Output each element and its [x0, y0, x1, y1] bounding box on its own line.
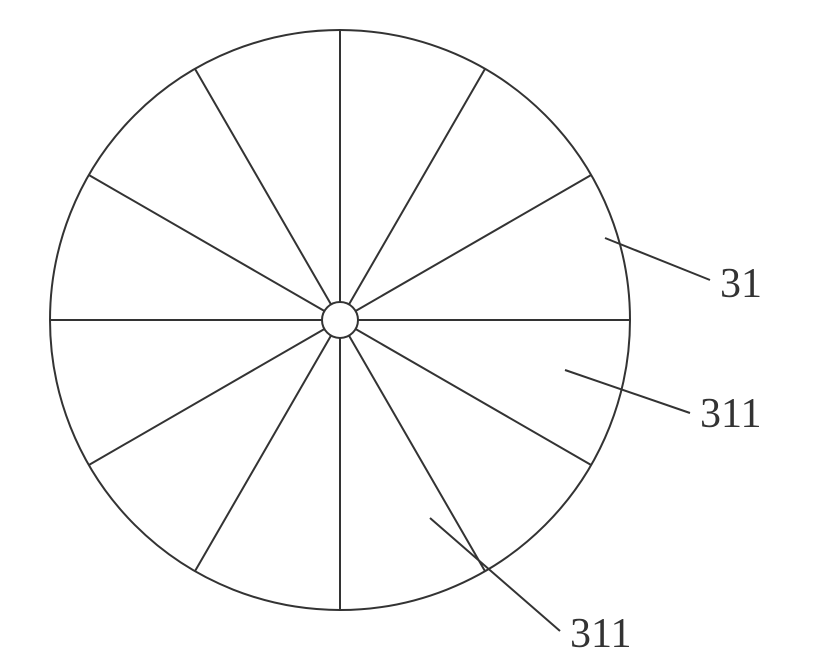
leader-line: [565, 370, 690, 413]
spoke: [356, 329, 592, 465]
wheel-diagram-svg: [0, 0, 840, 664]
hub: [322, 302, 358, 338]
spoke: [89, 329, 325, 465]
leader-line: [605, 238, 710, 280]
spoke: [349, 336, 485, 572]
spoke: [89, 175, 325, 311]
reference-label-311-lower: 311: [570, 610, 631, 658]
reference-label-311-upper: 311: [700, 390, 761, 438]
spoke: [195, 336, 331, 572]
spoke: [349, 69, 485, 305]
leader-line: [430, 518, 560, 631]
diagram-container: 31 311 311: [0, 0, 840, 664]
reference-label-31: 31: [720, 260, 762, 308]
spoke: [356, 175, 592, 311]
spoke: [195, 69, 331, 305]
